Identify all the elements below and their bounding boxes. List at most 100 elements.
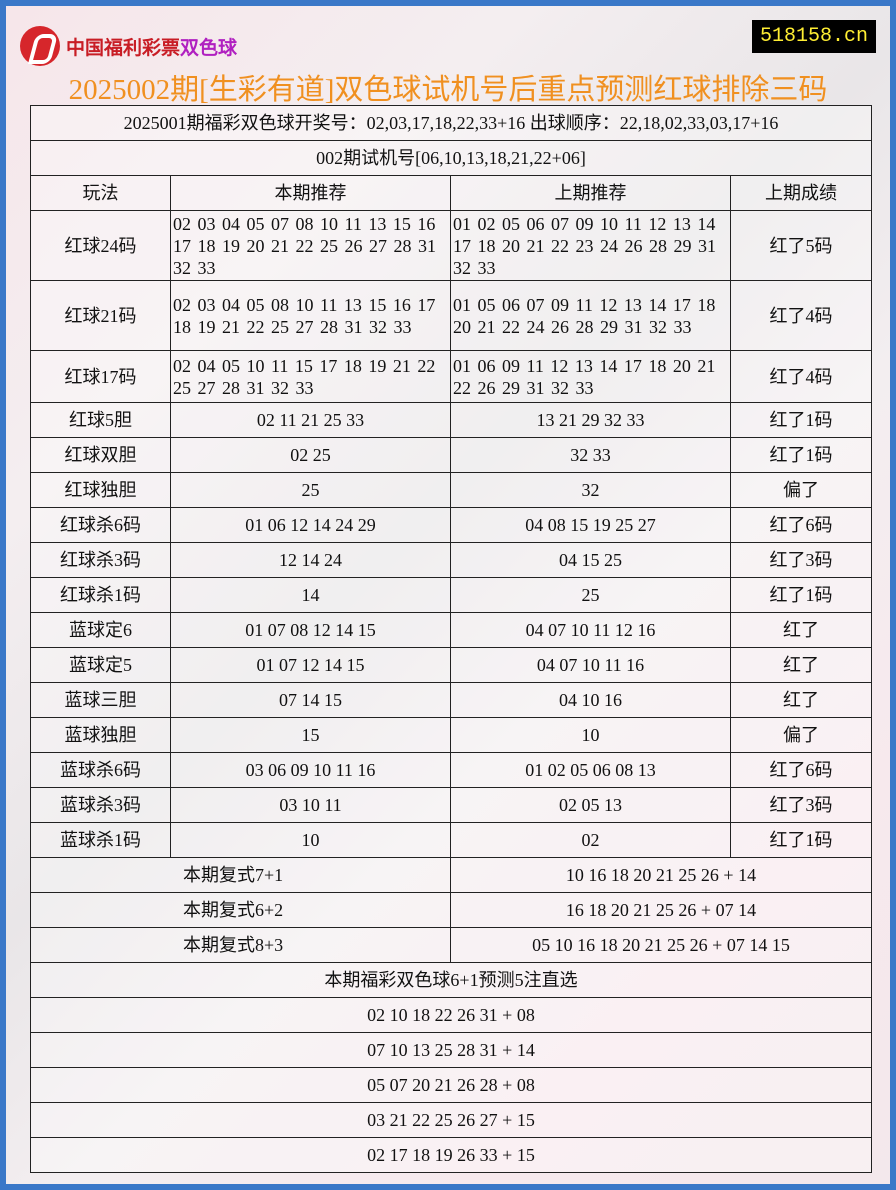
table-cell: 03 21 22 25 26 27 + 15 — [30, 1102, 872, 1138]
table-cell: 红球独胆 — [30, 472, 171, 508]
site-badge: 518158.cn — [751, 20, 876, 53]
table-cell: 红球杀3码 — [30, 542, 171, 578]
table-cell: 本期复式7+1 — [30, 857, 451, 893]
table-cell: 01 02 05 06 07 09 10 11 12 13 14 17 18 2… — [450, 210, 731, 281]
table-row: 蓝球定6 01 07 08 12 14 15 04 07 10 11 12 16 红了 — [30, 612, 872, 648]
table-row: 红球21码 02 03 04 05 08 10 11 13 15 16 17 18… — [30, 280, 872, 351]
table-row: 蓝球杀3码 03 10 11 02 05 13 红了3码 — [30, 787, 872, 823]
draw-info: 2025001期福彩双色球开奖号：02,03,17,18,22,33+16 出球… — [30, 105, 872, 141]
table-row: 蓝球定5 01 07 12 14 15 04 07 10 11 16 红了 — [30, 647, 872, 683]
table-cell: 04 07 10 11 16 — [450, 647, 731, 683]
table-row: 蓝球三胆 07 14 15 04 10 16 红了 — [30, 682, 872, 718]
table-row: 红球杀3码 12 14 24 04 15 25 红了3码 — [30, 542, 872, 578]
table-cell: 02 10 18 22 26 31 + 08 — [30, 997, 872, 1033]
table-cell: 红了1码 — [730, 577, 872, 613]
table-cell: 16 18 20 21 25 26 + 07 14 — [450, 892, 872, 928]
table-cell: 蓝球三胆 — [30, 682, 171, 718]
table-cell: 红球17码 — [30, 350, 171, 403]
table-cell: 04 15 25 — [450, 542, 731, 578]
table-cell: 偏了 — [730, 472, 872, 508]
table-row: 红球独胆 25 32 偏了 — [30, 472, 872, 508]
table-cell: 02 03 04 05 08 10 11 13 15 16 17 18 19 2… — [170, 280, 451, 351]
table-row: 红球5胆 02 11 21 25 33 13 21 29 32 33 红了1码 — [30, 402, 872, 438]
table-row: 蓝球杀6码 03 06 09 10 11 16 01 02 05 06 08 13 红… — [30, 752, 872, 788]
draw-info-row: 2025001期福彩双色球开奖号：02,03,17,18,22,33+16 出球… — [30, 105, 872, 141]
logo-name: 中国福利彩票 — [66, 36, 181, 59]
lottery-logo: 中国福利彩票双色球 — [20, 26, 237, 66]
table-cell: 蓝球独胆 — [30, 717, 171, 753]
table-cell: 03 06 09 10 11 16 — [170, 752, 451, 788]
table-cell: 02 05 13 — [450, 787, 731, 823]
table-cell: 01 07 12 14 15 — [170, 647, 451, 683]
table-cell: 05 10 16 18 20 21 25 26 + 07 14 15 — [450, 927, 872, 963]
table-cell: 01 06 12 14 24 29 — [170, 507, 451, 543]
table-cell: 32 — [450, 472, 731, 508]
table-cell: 红了1码 — [730, 822, 872, 858]
pick-row: 03 21 22 25 26 27 + 15 — [30, 1102, 872, 1138]
table-cell: 01 07 08 12 14 15 — [170, 612, 451, 648]
pick-row: 05 07 20 21 26 28 + 08 — [30, 1067, 872, 1103]
table-cell: 25 — [170, 472, 451, 508]
table-cell: 04 07 10 11 12 16 — [450, 612, 731, 648]
table-cell: 10 — [170, 822, 451, 858]
table-cell: 红球杀6码 — [30, 507, 171, 543]
table-cell: 02 11 21 25 33 — [170, 402, 451, 438]
table-cell: 12 14 24 — [170, 542, 451, 578]
table-row: 红球杀1码 14 25 红了1码 — [30, 577, 872, 613]
table-cell: 红了1码 — [730, 402, 872, 438]
trial-numbers: 002期试机号[06,10,13,18,21,22+06] — [30, 140, 872, 176]
table-cell: 本期复式6+2 — [30, 892, 451, 928]
table-cell: 红球5胆 — [30, 402, 171, 438]
picks-title-row: 本期福彩双色球6+1预测5注直选 — [30, 962, 872, 998]
table-cell: 02 17 18 19 26 33 + 15 — [30, 1137, 872, 1173]
prediction-table: 2025001期福彩双色球开奖号：02,03,17,18,22,33+16 出球… — [30, 105, 872, 1173]
table-cell: 红了 — [730, 612, 872, 648]
trial-row: 002期试机号[06,10,13,18,21,22+06] — [30, 140, 872, 176]
table-cell: 本期复式8+3 — [30, 927, 451, 963]
table-cell: 01 02 05 06 08 13 — [450, 752, 731, 788]
header-cell: 本期推荐 — [170, 175, 451, 211]
table-cell: 07 10 13 25 28 31 + 14 — [30, 1032, 872, 1068]
table-cell: 蓝球杀6码 — [30, 752, 171, 788]
table-cell: 02 25 — [170, 437, 451, 473]
fushi-row: 本期复式8+3 05 10 16 18 20 21 25 26 + 07 14 1… — [30, 927, 872, 963]
table-cell: 红球24码 — [30, 210, 171, 281]
header-row: 玩法 本期推荐 上期推荐 上期成绩 — [30, 175, 872, 211]
table-cell: 15 — [170, 717, 451, 753]
fushi-row: 本期复式6+2 16 18 20 21 25 26 + 07 14 — [30, 892, 872, 928]
table-row: 蓝球独胆 15 10 偏了 — [30, 717, 872, 753]
table-cell: 蓝球杀3码 — [30, 787, 171, 823]
table-cell: 01 06 09 11 12 13 14 17 18 20 21 22 26 2… — [450, 350, 731, 403]
table-cell: 红了6码 — [730, 752, 872, 788]
table-cell: 02 04 05 10 11 15 17 18 19 21 22 25 27 2… — [170, 350, 451, 403]
table-cell: 10 — [450, 717, 731, 753]
table-cell: 01 05 06 07 09 11 12 13 14 17 18 20 21 2… — [450, 280, 731, 351]
table-cell: 红球杀1码 — [30, 577, 171, 613]
table-row: 红球17码 02 04 05 10 11 15 17 18 19 21 22 25… — [30, 350, 872, 403]
table-cell: 红了4码 — [730, 350, 872, 403]
header-cell: 玩法 — [30, 175, 171, 211]
table-cell: 32 33 — [450, 437, 731, 473]
table-cell: 13 21 29 32 33 — [450, 402, 731, 438]
table-cell: 本期福彩双色球6+1预测5注直选 — [30, 962, 872, 998]
pick-row: 07 10 13 25 28 31 + 14 — [30, 1032, 872, 1068]
table-cell: 25 — [450, 577, 731, 613]
table-cell: 红球21码 — [30, 280, 171, 351]
logo-text: 中国福利彩票双色球 — [66, 33, 237, 60]
table-cell: 红了6码 — [730, 507, 872, 543]
fushi-row: 本期复式7+1 10 16 18 20 21 25 26 + 14 — [30, 857, 872, 893]
table-row: 蓝球杀1码 10 02 红了1码 — [30, 822, 872, 858]
table-cell: 蓝球杀1码 — [30, 822, 171, 858]
table-cell: 02 03 04 05 07 08 10 11 13 15 16 17 18 1… — [170, 210, 451, 281]
table-cell: 10 16 18 20 21 25 26 + 14 — [450, 857, 872, 893]
table-cell: 红了3码 — [730, 787, 872, 823]
page-title: 2025002期[生彩有道]双色球试机号后重点预测红球排除三码 — [68, 74, 828, 106]
welfare-lottery-logo-icon — [20, 26, 60, 66]
table-cell: 07 14 15 — [170, 682, 451, 718]
table-cell: 蓝球定6 — [30, 612, 171, 648]
table-cell: 红了3码 — [730, 542, 872, 578]
table-cell: 14 — [170, 577, 451, 613]
table-cell: 蓝球定5 — [30, 647, 171, 683]
header-cell: 上期推荐 — [450, 175, 731, 211]
